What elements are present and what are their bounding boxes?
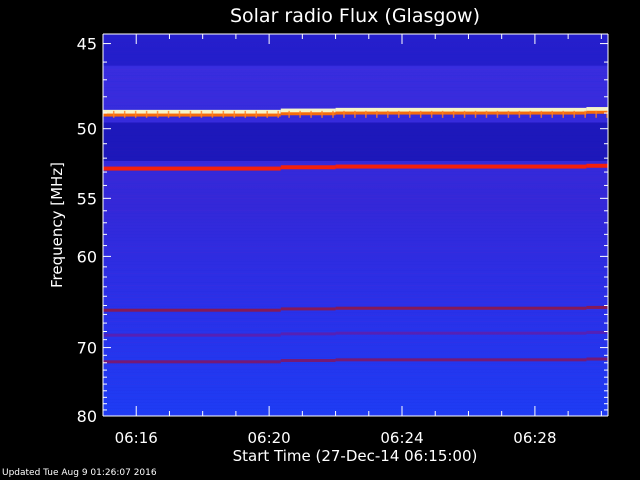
band-1-seg-0	[103, 113, 281, 117]
x-tick-label-3: 06:28	[513, 429, 556, 447]
chart-title: Solar radio Flux (Glasgow)	[230, 5, 480, 27]
plot-area	[103, 34, 608, 416]
band-0-seg-0	[103, 109, 281, 114]
top-band	[103, 34, 608, 66]
band-3-seg-0	[103, 308, 281, 312]
band-5-seg-2	[335, 358, 587, 362]
x-tick-label-2: 06:24	[380, 429, 423, 447]
band-5-seg-3	[586, 357, 608, 361]
x-axis-label: Start Time (27-Dec-14 06:15:00)	[233, 447, 478, 465]
x-tick-label-0: 06:16	[115, 429, 158, 447]
band-2-seg-2	[335, 164, 587, 169]
y-tick-label-80: 80	[77, 407, 97, 426]
band-3-seg-2	[335, 306, 587, 310]
band-0-seg-2	[335, 107, 587, 112]
dark-band	[103, 122, 608, 161]
band-4-seg-3	[586, 330, 608, 334]
band-2-seg-1	[280, 165, 336, 170]
band-1-seg-1	[280, 112, 336, 116]
band-4-seg-1	[280, 332, 336, 336]
band-4-seg-2	[335, 331, 587, 335]
y-tick-label-45: 45	[77, 35, 97, 54]
updated-timestamp: Updated Tue Aug 9 01:26:07 2016	[2, 468, 157, 478]
band-1-seg-3	[586, 110, 608, 114]
spectrogram-background	[103, 34, 608, 416]
y-tick-label-60: 60	[77, 247, 97, 266]
y-axis-label: Frequency [MHz]	[48, 162, 66, 288]
x-axis: 06:16 06:20 06:24 06:28	[103, 33, 608, 447]
band-2-seg-3	[586, 163, 608, 168]
band-1-seg-2	[335, 111, 587, 115]
band-5-seg-1	[280, 359, 336, 363]
y-axis: 45 50 55 60 70 80	[77, 34, 609, 426]
band-3-seg-3	[586, 305, 608, 309]
band-0-seg-1	[280, 108, 336, 113]
band-3-seg-1	[280, 307, 336, 311]
x-tick-label-1: 06:20	[248, 429, 291, 447]
band-2-seg-0	[103, 166, 281, 171]
band-4-seg-0	[103, 333, 281, 337]
y-tick-label-70: 70	[77, 339, 97, 358]
band-0-seg-3	[586, 107, 608, 112]
band-5-seg-0	[103, 360, 281, 364]
y-tick-label-50: 50	[77, 120, 97, 139]
y-tick-label-55: 55	[77, 189, 97, 208]
